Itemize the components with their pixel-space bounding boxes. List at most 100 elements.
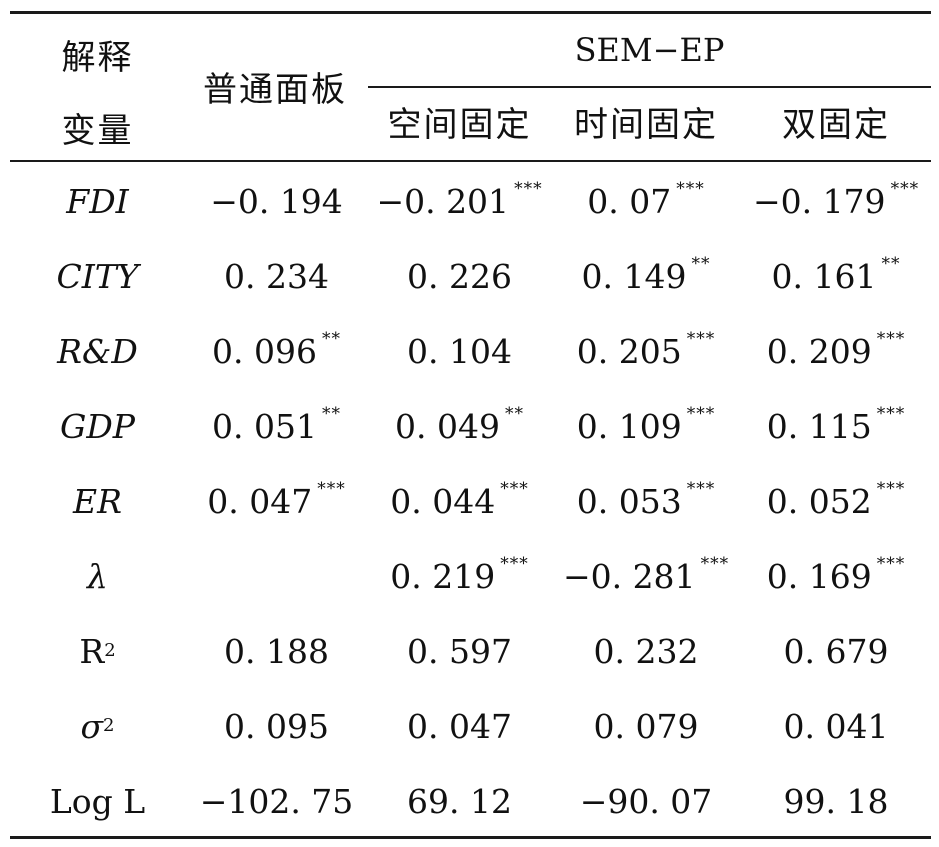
header-sub-both: 双固定 <box>782 105 890 145</box>
cell-value-group: 0. 051 ** <box>212 405 341 446</box>
cell-spatial: −0. 201 *** <box>368 179 551 223</box>
cell-spatial: 69. 12 <box>368 779 551 823</box>
cell-value: 0. 597 <box>407 631 512 671</box>
cell-spatial: 0. 597 <box>368 629 551 673</box>
row-label-text: R <box>79 631 105 671</box>
row-label-text: CITY <box>56 256 139 296</box>
cell-time: 0. 079 <box>551 704 741 748</box>
cell-value-group: −102. 75 <box>200 785 354 818</box>
row-label-text: λ <box>87 556 108 596</box>
cell-panel: 0. 047 *** <box>185 479 368 523</box>
cell-value-group: 0. 095 <box>224 710 329 743</box>
cell-value-group: 0. 041 <box>784 710 889 743</box>
row-label-text: FDI <box>66 181 129 221</box>
cell-value-group: 0. 047 *** <box>207 480 345 518</box>
significance-stars: *** <box>876 328 906 349</box>
significance-stars: *** <box>890 178 920 199</box>
cell-value-group: 0. 161 ** <box>772 255 901 293</box>
cell-time: 0. 149 ** <box>551 254 741 298</box>
cell-panel: −102. 75 <box>185 779 368 823</box>
cell-value-group: 69. 12 <box>407 785 512 818</box>
cell-value: 0. 209 <box>766 331 872 371</box>
cell-value-group: −0. 201 *** <box>376 180 542 221</box>
significance-stars: ** <box>504 403 524 424</box>
cell-value: 0. 053 <box>576 481 682 521</box>
significance-stars: ** <box>881 253 901 274</box>
header-variable-line1: 解释 <box>61 38 134 78</box>
cell-value: 0. 104 <box>407 331 512 371</box>
cell-value-group: −90. 07 <box>580 785 713 818</box>
cell-value: 0. 109 <box>576 406 682 446</box>
row-label-text: σ <box>80 706 104 746</box>
cell-value-group: −0. 281 *** <box>562 555 729 596</box>
cell-spatial: 0. 044 *** <box>368 479 551 523</box>
significance-stars: *** <box>676 178 705 199</box>
cell-value: 0. 051 <box>212 406 317 446</box>
cell-panel: 0. 234 <box>185 254 368 298</box>
cell-value-group: 0. 109 *** <box>576 405 715 446</box>
cell-panel: 0. 096 ** <box>185 329 368 373</box>
cell-both: 0. 041 <box>741 704 931 748</box>
cell-spatial: 0. 049 ** <box>368 404 551 448</box>
significance-stars: *** <box>876 478 906 499</box>
cell-value: 0. 219 <box>390 556 496 596</box>
cell-value: −102. 75 <box>199 781 354 821</box>
significance-stars: *** <box>500 478 529 499</box>
cell-panel: 0. 188 <box>185 629 368 673</box>
cell-value: 0. 041 <box>783 706 889 746</box>
cell-value-group: 0. 169 *** <box>767 555 905 593</box>
cell-value-group: 0. 219 *** <box>390 555 528 596</box>
cell-value-group: 0. 115 *** <box>767 405 905 443</box>
header-panel: 普通面板 <box>203 70 347 110</box>
cell-spatial: 0. 104 <box>368 329 551 373</box>
row-label-superscript: 2 <box>103 715 115 736</box>
cell-both: 0. 169 *** <box>741 554 931 598</box>
header-rule <box>10 160 931 162</box>
cell-value-group: 99. 18 <box>784 785 889 818</box>
cell-value: 0. 205 <box>576 331 682 371</box>
significance-stars: *** <box>700 553 730 574</box>
cell-value-group: 0. 07 *** <box>587 180 704 218</box>
cell-value: −0. 281 <box>562 556 696 596</box>
cell-value-group: 0. 044 *** <box>390 480 528 518</box>
significance-stars: ** <box>321 328 341 349</box>
cell-both: 0. 161 ** <box>741 254 931 298</box>
row-label-text: Log L <box>49 781 146 821</box>
cell-both: 0. 052 *** <box>741 479 931 523</box>
cell-both: 0. 679 <box>741 629 931 673</box>
cell-value-group: 0. 104 <box>407 335 512 368</box>
cell-value: −90. 07 <box>579 781 713 821</box>
row-label: CITY <box>10 254 185 298</box>
cell-time: 0. 109 *** <box>551 404 741 448</box>
row-label: Log L <box>10 779 185 823</box>
cell-value: 0. 188 <box>224 631 329 671</box>
significance-stars: ** <box>691 253 711 274</box>
header-sub-spatial: 空间固定 <box>387 105 532 145</box>
cell-time: −0. 281 *** <box>551 554 741 598</box>
cell-value-group: 0. 053 *** <box>576 480 715 521</box>
cell-spatial: 0. 219 *** <box>368 554 551 598</box>
cell-value: 69. 12 <box>407 781 512 821</box>
cell-time: 0. 07 *** <box>551 179 741 223</box>
cell-value: 99. 18 <box>783 781 889 821</box>
cell-value: 0. 232 <box>593 631 699 671</box>
cell-value: 0. 234 <box>224 256 329 296</box>
cell-value-group: 0. 049 ** <box>395 405 524 446</box>
cell-value: 0. 049 <box>395 406 500 446</box>
row-label-superscript: 2 <box>104 640 116 661</box>
cell-value-group: 0. 226 <box>407 260 512 293</box>
cell-value-group: 0. 209 *** <box>766 330 905 371</box>
header-variable-line2: 变量 <box>61 111 134 151</box>
cell-value: 0. 149 <box>581 256 687 296</box>
row-label: FDI <box>10 179 185 223</box>
significance-stars: *** <box>876 403 906 424</box>
significance-stars: *** <box>686 328 716 349</box>
cell-spatial: 0. 047 <box>368 704 551 748</box>
significance-stars: *** <box>686 478 716 499</box>
cell-value: −0. 201 <box>376 181 510 221</box>
significance-stars: ** <box>321 403 341 424</box>
cell-time: 0. 053 *** <box>551 479 741 523</box>
cell-panel <box>185 554 368 598</box>
